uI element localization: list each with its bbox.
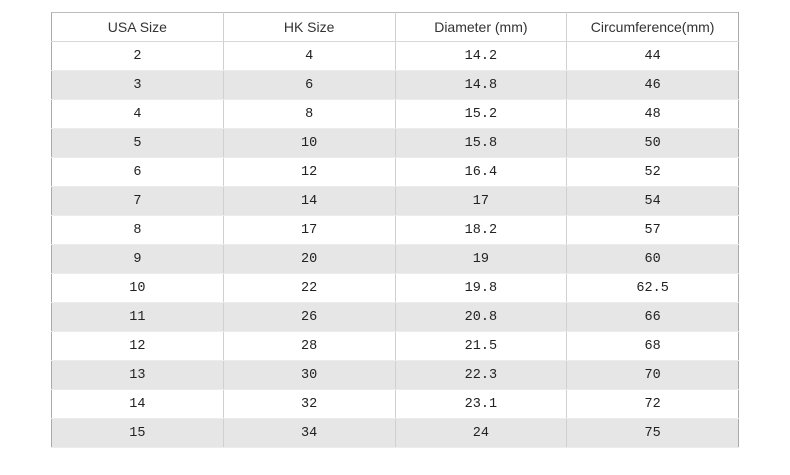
table-row: 15 34 24 75 (51, 418, 739, 448)
table-row: 12 28 21.5 68 (51, 331, 739, 361)
header-row: USA Size HK Size Diameter (mm) Circumfer… (51, 12, 739, 42)
cell-hk-size: 30 (222, 360, 396, 390)
cell-diameter: 15.8 (394, 128, 568, 158)
header-diameter: Diameter (mm) (394, 12, 568, 42)
cell-circumference: 48 (566, 99, 739, 129)
cell-usa-size: 10 (51, 273, 224, 303)
cell-usa-size: 13 (51, 360, 224, 390)
table-row: 14 32 23.1 72 (51, 389, 739, 419)
cell-hk-size: 28 (222, 331, 396, 361)
cell-circumference: 54 (566, 186, 739, 216)
cell-usa-size: 3 (51, 70, 224, 100)
cell-circumference: 52 (566, 157, 739, 187)
header-usa-size: USA Size (51, 12, 224, 42)
table-row: 8 17 18.2 57 (51, 215, 739, 245)
cell-circumference: 60 (566, 244, 739, 274)
cell-usa-size: 2 (51, 41, 224, 71)
cell-circumference: 46 (566, 70, 739, 100)
cell-hk-size: 22 (222, 273, 396, 303)
cell-hk-size: 26 (222, 302, 396, 332)
cell-diameter: 15.2 (394, 99, 568, 129)
cell-hk-size: 17 (222, 215, 396, 245)
cell-hk-size: 6 (222, 70, 396, 100)
cell-diameter: 14.8 (394, 70, 568, 100)
cell-hk-size: 32 (222, 389, 396, 419)
cell-hk-size: 4 (222, 41, 396, 71)
cell-circumference: 44 (566, 41, 739, 71)
ring-size-table: USA Size HK Size Diameter (mm) Circumfer… (51, 12, 739, 448)
table-row: 5 10 15.8 50 (51, 128, 739, 158)
cell-circumference: 66 (566, 302, 739, 332)
header-circumference: Circumference(mm) (566, 12, 739, 42)
table-row: 11 26 20.8 66 (51, 302, 739, 332)
cell-diameter: 24 (394, 418, 568, 448)
cell-hk-size: 20 (222, 244, 396, 274)
cell-hk-size: 8 (222, 99, 396, 129)
cell-hk-size: 10 (222, 128, 396, 158)
table-row: 2 4 14.2 44 (51, 41, 739, 71)
cell-diameter: 21.5 (394, 331, 568, 361)
cell-usa-size: 15 (51, 418, 224, 448)
cell-hk-size: 14 (222, 186, 396, 216)
cell-diameter: 14.2 (394, 41, 568, 71)
cell-diameter: 20.8 (394, 302, 568, 332)
cell-usa-size: 11 (51, 302, 224, 332)
cell-usa-size: 9 (51, 244, 224, 274)
cell-diameter: 22.3 (394, 360, 568, 390)
table-row: 13 30 22.3 70 (51, 360, 739, 390)
cell-hk-size: 12 (222, 157, 396, 187)
cell-usa-size: 6 (51, 157, 224, 187)
cell-diameter: 19.8 (394, 273, 568, 303)
table-row: 6 12 16.4 52 (51, 157, 739, 187)
cell-diameter: 19 (394, 244, 568, 274)
cell-usa-size: 8 (51, 215, 224, 245)
table-row: 9 20 19 60 (51, 244, 739, 274)
cell-usa-size: 5 (51, 128, 224, 158)
cell-circumference: 70 (566, 360, 739, 390)
cell-diameter: 16.4 (394, 157, 568, 187)
cell-circumference: 72 (566, 389, 739, 419)
cell-usa-size: 7 (51, 186, 224, 216)
cell-diameter: 23.1 (394, 389, 568, 419)
cell-diameter: 17 (394, 186, 568, 216)
table-row: 7 14 17 54 (51, 186, 739, 216)
cell-circumference: 75 (566, 418, 739, 448)
table-row: 3 6 14.8 46 (51, 70, 739, 100)
cell-hk-size: 34 (222, 418, 396, 448)
cell-usa-size: 12 (51, 331, 224, 361)
cell-circumference: 50 (566, 128, 739, 158)
table-row: 4 8 15.2 48 (51, 99, 739, 129)
table-row: 10 22 19.8 62.5 (51, 273, 739, 303)
cell-usa-size: 4 (51, 99, 224, 129)
header-hk-size: HK Size (222, 12, 396, 42)
cell-circumference: 68 (566, 331, 739, 361)
cell-usa-size: 14 (51, 389, 224, 419)
cell-circumference: 62.5 (566, 273, 739, 303)
cell-diameter: 18.2 (394, 215, 568, 245)
cell-circumference: 57 (566, 215, 739, 245)
